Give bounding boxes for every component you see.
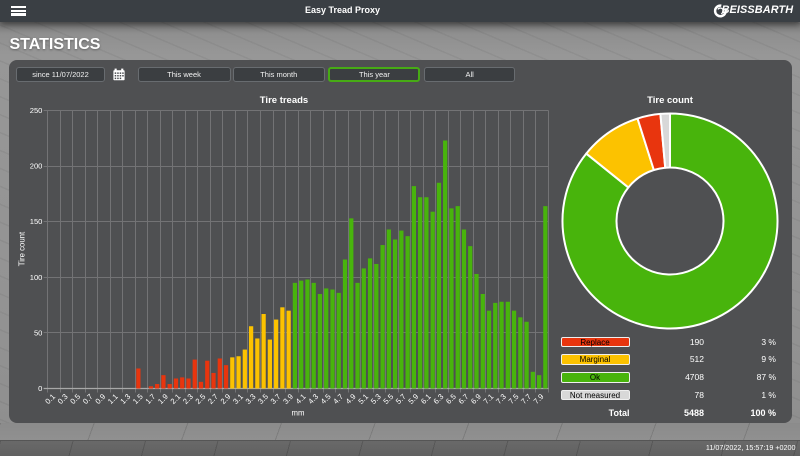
svg-text:100: 100 — [30, 273, 43, 282]
svg-text:250: 250 — [30, 106, 43, 115]
svg-text:200: 200 — [30, 162, 43, 171]
svg-text:Tire count: Tire count — [18, 231, 27, 266]
svg-text:BEISSBARTH: BEISSBARTH — [722, 4, 795, 16]
svg-text:7.9: 7.9 — [532, 392, 546, 406]
svg-text:0: 0 — [38, 384, 42, 393]
svg-text:mm: mm — [292, 409, 305, 418]
svg-text:150: 150 — [30, 217, 43, 226]
svg-text:50: 50 — [34, 328, 42, 337]
